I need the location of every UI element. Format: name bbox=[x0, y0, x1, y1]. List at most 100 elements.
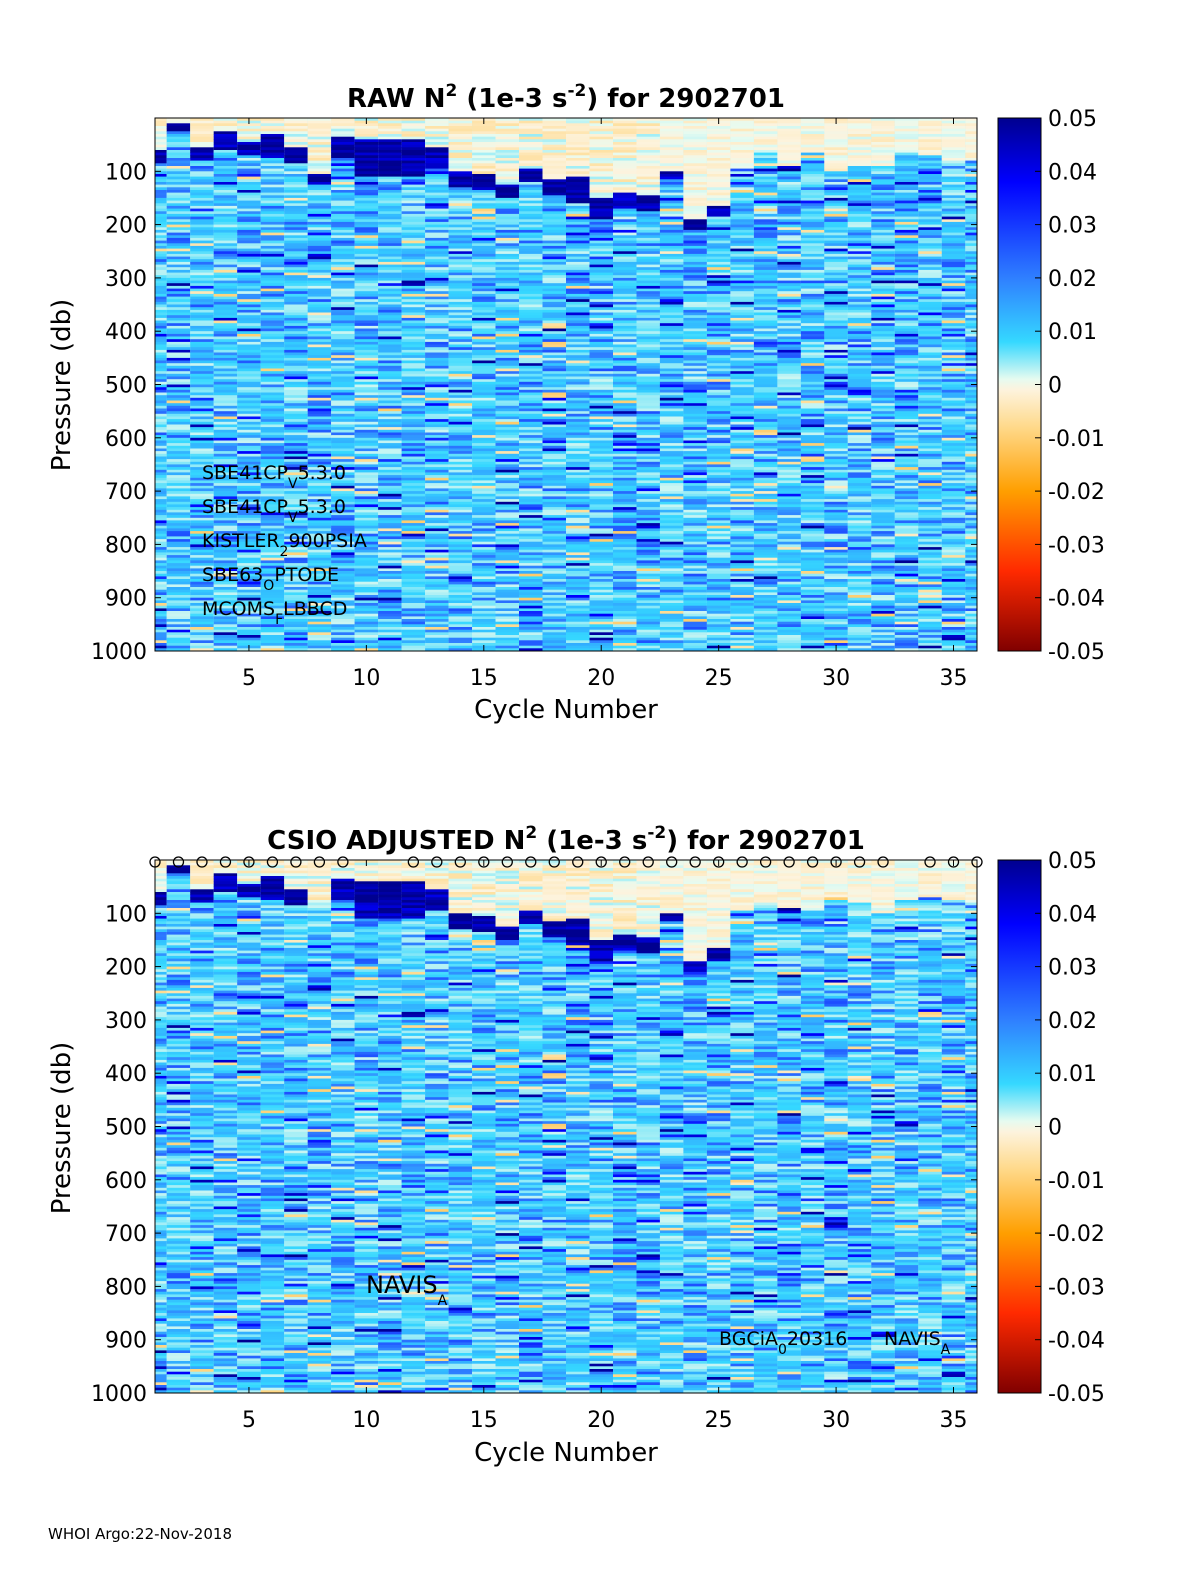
heatmap-cell bbox=[425, 291, 449, 295]
heatmap-cell bbox=[542, 253, 566, 257]
heatmap-cell bbox=[401, 237, 426, 241]
heatmap-cell bbox=[425, 197, 449, 201]
heatmap-cell bbox=[354, 333, 379, 337]
heatmap-cell bbox=[448, 387, 473, 391]
heatmap-cell bbox=[636, 171, 660, 175]
heatmap-cell bbox=[425, 523, 449, 527]
heatmap-cell bbox=[613, 491, 637, 495]
heatmap-cell bbox=[378, 293, 402, 297]
heatmap-cell bbox=[354, 445, 379, 449]
heatmap-cell bbox=[331, 381, 355, 385]
heatmap-cell bbox=[542, 264, 566, 268]
heatmap-cell bbox=[683, 477, 707, 481]
heatmap-cell bbox=[401, 523, 426, 527]
heatmap-cell bbox=[566, 597, 590, 601]
heatmap-cell bbox=[613, 376, 637, 380]
heatmap-cell bbox=[213, 539, 238, 543]
heatmap-cell bbox=[331, 565, 355, 569]
heatmap-cell bbox=[472, 627, 496, 631]
heatmap-cell bbox=[237, 360, 261, 364]
heatmap-cell bbox=[284, 267, 308, 271]
heatmap-cell bbox=[307, 243, 332, 247]
heatmap-cell bbox=[213, 174, 238, 178]
heatmap-cell bbox=[495, 240, 519, 244]
heatmap-cell bbox=[472, 408, 496, 412]
heatmap-cell bbox=[401, 301, 426, 305]
heatmap-cell bbox=[636, 371, 660, 375]
heatmap-cell bbox=[284, 421, 308, 425]
heatmap-cell bbox=[425, 251, 449, 255]
heatmap-cell bbox=[589, 632, 613, 636]
heatmap-cell bbox=[237, 507, 261, 511]
heatmap-cell bbox=[589, 397, 613, 401]
heatmap-cell bbox=[331, 248, 355, 252]
heatmap-cell bbox=[566, 491, 590, 495]
heatmap-cell bbox=[589, 307, 613, 311]
heatmap-cell bbox=[542, 126, 566, 130]
heatmap-cell bbox=[307, 533, 332, 537]
heatmap-cell bbox=[589, 275, 613, 279]
heatmap-cell bbox=[166, 531, 191, 535]
heatmap-cell bbox=[683, 571, 707, 575]
heatmap-cell bbox=[495, 277, 519, 281]
heatmap-cell bbox=[706, 349, 731, 353]
heatmap-cell bbox=[307, 587, 332, 591]
heatmap-cell bbox=[589, 541, 613, 545]
heatmap-cell bbox=[448, 416, 473, 420]
heatmap-cell bbox=[566, 371, 590, 375]
heatmap-cell bbox=[378, 158, 402, 162]
heatmap-cell bbox=[659, 443, 684, 447]
heatmap-cell bbox=[495, 389, 519, 393]
heatmap-cell bbox=[448, 467, 473, 471]
heatmap-cell bbox=[213, 619, 238, 623]
heatmap-cell bbox=[378, 371, 402, 375]
heatmap-cell bbox=[284, 419, 308, 423]
heatmap-cell bbox=[519, 126, 543, 130]
heatmap-cell bbox=[190, 619, 214, 623]
heatmap-cell bbox=[472, 261, 496, 265]
heatmap-cell bbox=[683, 408, 707, 412]
heatmap-cell bbox=[542, 331, 566, 335]
heatmap-cell bbox=[472, 363, 496, 367]
heatmap-cell bbox=[354, 179, 379, 183]
heatmap-cell bbox=[683, 336, 707, 340]
heatmap-cell bbox=[237, 536, 261, 540]
heatmap-cell bbox=[542, 576, 566, 580]
heatmap-cell bbox=[155, 603, 167, 607]
heatmap-cell bbox=[237, 493, 261, 497]
heatmap-cell bbox=[331, 379, 355, 383]
heatmap-cell bbox=[659, 256, 684, 260]
heatmap-cell bbox=[613, 291, 637, 295]
heatmap-cell bbox=[448, 627, 473, 631]
heatmap-cell bbox=[284, 435, 308, 439]
heatmap-cell bbox=[307, 339, 332, 343]
heatmap-cell bbox=[519, 496, 543, 500]
heatmap-cell bbox=[683, 429, 707, 433]
heatmap-cell bbox=[190, 211, 214, 215]
heatmap-cell bbox=[354, 315, 379, 319]
heatmap-cell bbox=[307, 488, 332, 492]
heatmap-cell bbox=[566, 512, 590, 516]
heatmap-cell bbox=[659, 352, 684, 356]
heatmap-cell bbox=[425, 144, 449, 148]
heatmap-cell bbox=[613, 328, 637, 332]
heatmap-cell bbox=[213, 448, 238, 452]
heatmap-cell bbox=[401, 243, 426, 247]
heatmap-cell bbox=[354, 224, 379, 228]
heatmap-cell bbox=[566, 611, 590, 615]
heatmap-cell bbox=[354, 469, 379, 473]
heatmap-cell bbox=[425, 357, 449, 361]
heatmap-cell bbox=[190, 253, 214, 257]
heatmap-cell bbox=[166, 597, 191, 601]
heatmap-cell bbox=[213, 640, 238, 644]
heatmap-cell bbox=[425, 203, 449, 207]
heatmap-cell bbox=[155, 352, 167, 356]
heatmap-cell bbox=[495, 573, 519, 577]
heatmap-cell bbox=[213, 579, 238, 583]
heatmap-cell bbox=[401, 315, 426, 319]
heatmap-cell bbox=[589, 269, 613, 273]
heatmap-cell bbox=[307, 475, 332, 479]
heatmap-cell bbox=[519, 211, 543, 215]
heatmap-cell bbox=[307, 357, 332, 361]
heatmap-cell bbox=[354, 349, 379, 353]
